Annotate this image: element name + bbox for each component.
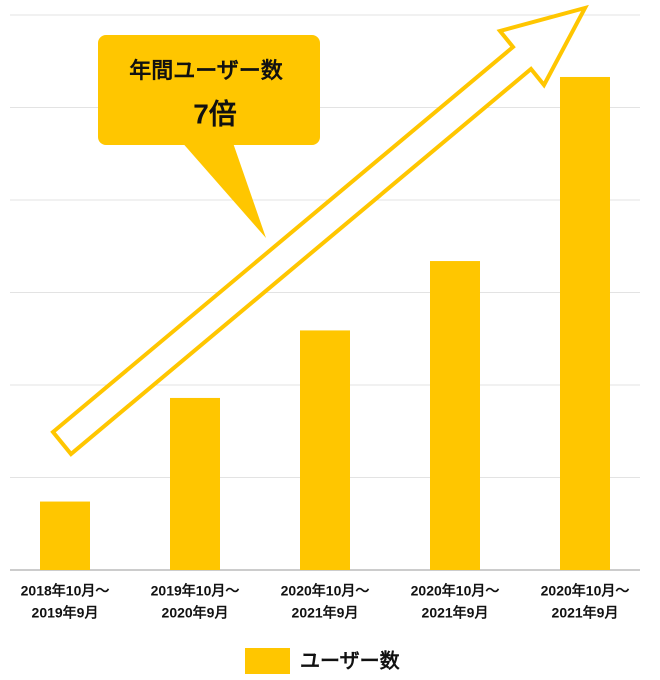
callout-value: 7倍	[193, 97, 237, 129]
x-tick-label: 2018年10月～	[21, 583, 110, 599]
legend-label: ユーザー数	[300, 648, 401, 672]
x-tick-label: 2020年10月～	[281, 583, 370, 599]
x-tick-label: 2021年9月	[552, 605, 619, 621]
x-tick-label: 2019年9月	[32, 605, 99, 621]
callout: 年間ユーザー数 7倍	[98, 35, 320, 238]
legend: ユーザー数	[245, 648, 401, 674]
growth-arrow	[50, 4, 589, 457]
bar	[40, 501, 90, 570]
x-labels: 2018年10月～ 2019年9月 2019年10月～ 2020年9月 2020年10月…	[21, 583, 630, 621]
x-tick-label: 2021年9月	[422, 605, 489, 621]
bars	[40, 76, 610, 570]
x-tick-label: 2021年9月	[292, 605, 359, 621]
x-tick-label: 2019年10月～	[151, 583, 240, 599]
bar	[560, 76, 610, 570]
legend-swatch	[245, 648, 290, 674]
x-tick-label: 2020年9月	[162, 605, 229, 621]
x-tick-label: 2020年10月～	[541, 583, 630, 599]
callout-box	[98, 35, 320, 145]
callout-title: 年間ユーザー数	[129, 58, 284, 83]
callout-tail	[180, 140, 266, 238]
x-tick-label: 2020年10月～	[411, 583, 500, 599]
bar	[430, 261, 480, 570]
bar	[300, 330, 350, 570]
bar	[170, 397, 220, 570]
